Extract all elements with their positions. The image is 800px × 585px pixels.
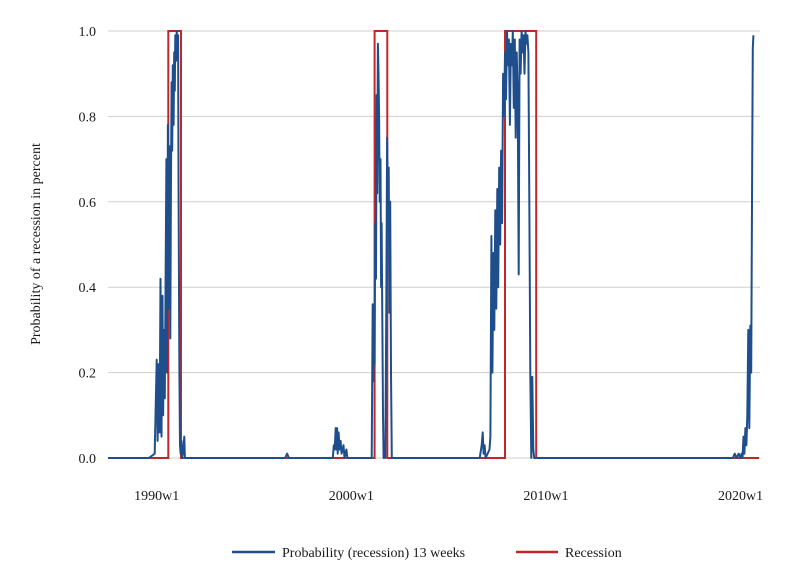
y-axis: 0.0 0.2 0.4 0.6 0.8 1.0 bbox=[79, 25, 97, 467]
y-axis-title: Probability of a recession in percent bbox=[29, 143, 44, 345]
probability-series bbox=[108, 30, 755, 459]
legend: Probability (recession) 13 weeks Recessi… bbox=[232, 546, 622, 561]
x-tick-label-3: 2020w1 bbox=[718, 489, 763, 504]
grid-lines bbox=[108, 30, 760, 459]
x-tick-label-2: 2010w1 bbox=[523, 489, 568, 504]
legend-label-probability: Probability (recession) 13 weeks bbox=[282, 546, 465, 561]
y-tick-label-1: 0.2 bbox=[79, 367, 97, 382]
legend-label-recession: Recession bbox=[565, 546, 622, 561]
x-tick-label-0: 1990w1 bbox=[134, 489, 179, 504]
recession-line bbox=[108, 30, 759, 459]
x-tick-label-1: 2000w1 bbox=[329, 489, 374, 504]
x-axis: 1990w1 2000w1 2010w1 2020w1 bbox=[134, 489, 763, 504]
recession-series bbox=[108, 30, 759, 459]
y-tick-label-5: 1.0 bbox=[79, 25, 97, 40]
y-tick-label-3: 0.6 bbox=[79, 196, 97, 211]
probability-line-0 bbox=[108, 30, 755, 459]
y-tick-label-0: 0.0 bbox=[79, 452, 97, 467]
y-tick-label-4: 0.8 bbox=[79, 110, 97, 125]
y-tick-label-2: 0.4 bbox=[79, 281, 97, 296]
